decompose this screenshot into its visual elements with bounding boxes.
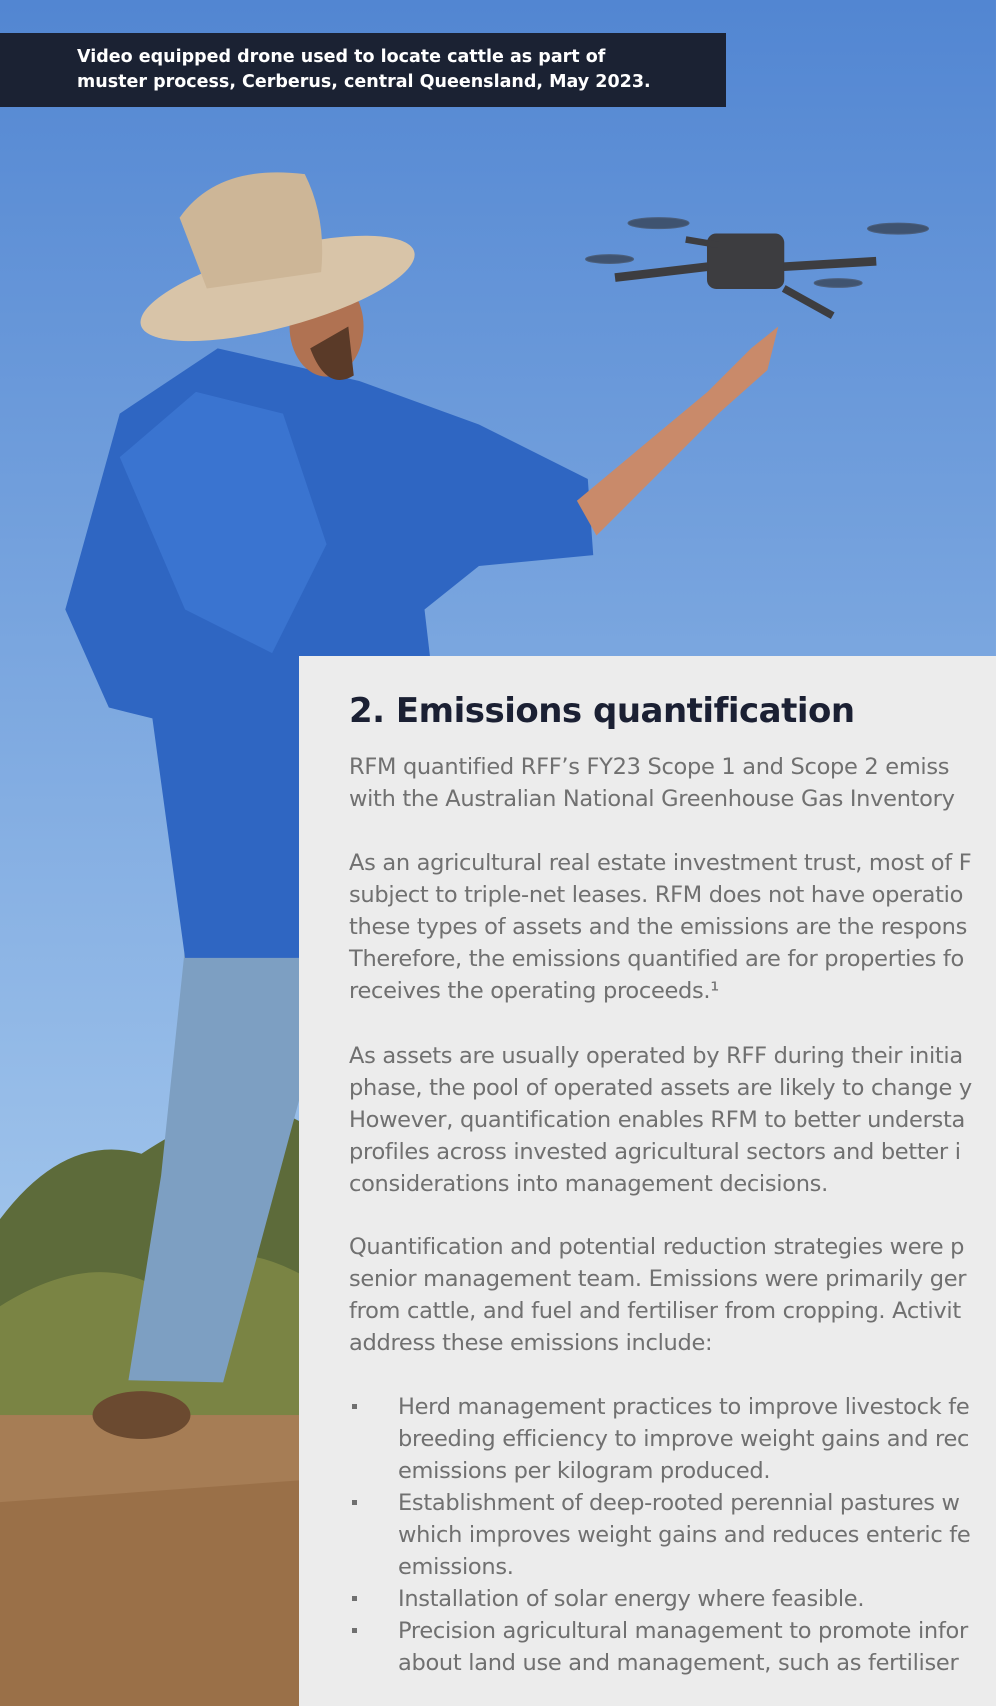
paragraph-line: Quantification and potential reduction s…	[349, 1234, 965, 1260]
caption-line: muster process, Cerberus, central Queens…	[77, 72, 651, 92]
paragraph-line: As assets are usually operated by RFF du…	[349, 1043, 963, 1069]
paragraph-line: Therefore, the emissions quantified are …	[349, 946, 965, 972]
paragraph-line: these types of assets and the emissions …	[349, 914, 968, 940]
bullet-marker	[352, 1628, 357, 1633]
paragraph-line: considerations into management decisions…	[349, 1171, 828, 1197]
paragraph-line: from cattle, and fuel and fertiliser fro…	[349, 1298, 961, 1324]
paragraph-line: subject to triple-net leases. RFM does n…	[349, 882, 964, 908]
bullet-marker	[352, 1404, 357, 1409]
bullet-marker	[352, 1500, 357, 1505]
bullet-marker	[352, 1596, 357, 1601]
paragraph-line: with the Australian National Greenhouse …	[349, 786, 955, 812]
bullet-line: breeding efficiency to improve weight ga…	[398, 1426, 970, 1452]
bullet-line: Establishment of deep-rooted perennial p…	[398, 1490, 960, 1516]
section-heading: 2. Emissions quantification	[349, 691, 855, 731]
paragraph-line: receives the operating proceeds.¹	[349, 978, 720, 1004]
bullet-line: Herd management practices to improve liv…	[398, 1394, 970, 1420]
paragraph-line: senior management team. Emissions were p…	[349, 1266, 967, 1292]
paragraph-line: address these emissions include:	[349, 1330, 713, 1356]
bullet-line: emissions.	[398, 1554, 514, 1580]
bullet-line: which improves weight gains and reduces …	[398, 1522, 971, 1548]
paragraph-line: RFM quantified RFF’s FY23 Scope 1 and Sc…	[349, 754, 950, 780]
bullet-line: Precision agricultural management to pro…	[398, 1618, 968, 1644]
paragraph-line: phase, the pool of operated assets are l…	[349, 1075, 972, 1101]
paragraph-line: profiles across invested agricultural se…	[349, 1139, 961, 1165]
paragraph-line: As an agricultural real estate investmen…	[349, 850, 972, 876]
bullet-line: Installation of solar energy where feasi…	[398, 1586, 865, 1612]
paragraph-line: However, quantification enables RFM to b…	[349, 1107, 965, 1133]
bullet-line: emissions per kilogram produced.	[398, 1458, 771, 1484]
caption-line: Video equipped drone used to locate catt…	[77, 47, 606, 67]
bullet-line: about land use and management, such as f…	[398, 1650, 959, 1676]
caption-box: Video equipped drone used to locate catt…	[0, 33, 726, 107]
text-panel: 2. Emissions quantification RFM quantifi…	[299, 656, 996, 1706]
